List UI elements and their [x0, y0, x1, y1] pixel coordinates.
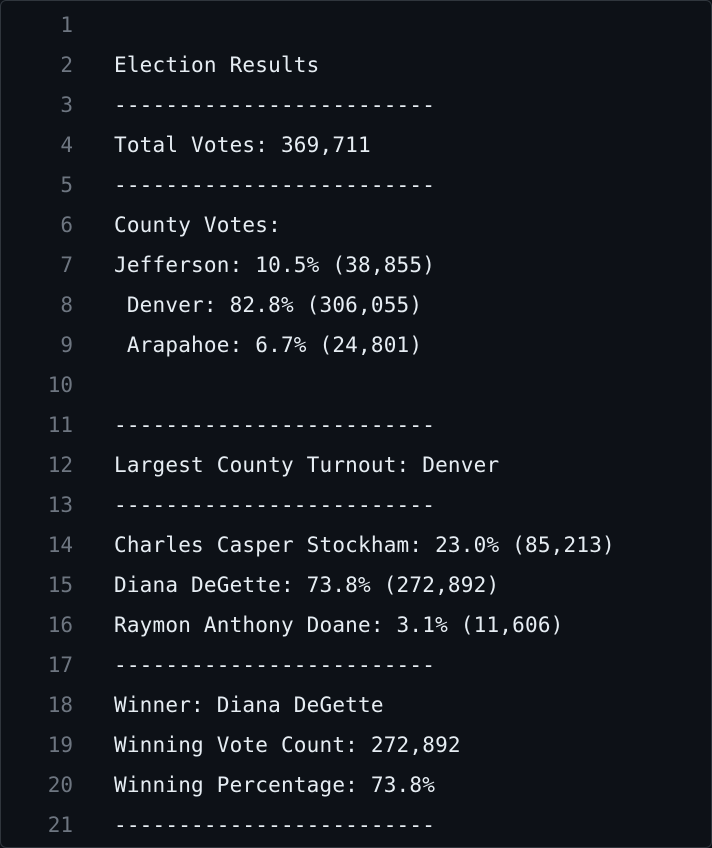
code-line: 11 ------------------------- — [1, 405, 711, 445]
line-number[interactable]: 10 — [47, 373, 73, 397]
line-number[interactable]: 9 — [60, 333, 73, 357]
line-text: ------------------------- — [114, 413, 436, 437]
line-number[interactable]: 12 — [47, 453, 73, 477]
line-text — [83, 365, 711, 405]
line-number[interactable]: 17 — [47, 653, 73, 677]
code-line: 1 — [1, 5, 711, 45]
line-number[interactable]: 4 — [60, 133, 73, 157]
line-text: Largest County Turnout: Denver — [114, 453, 500, 477]
line-text: Jefferson: 10.5% (38,855) — [114, 253, 436, 277]
line-text: Winner: Diana DeGette — [114, 693, 384, 717]
line-text: ------------------------- — [114, 493, 436, 517]
code-line: 14 Charles Casper Stockham: 23.0% (85,213… — [1, 525, 711, 565]
code-line: 18 Winner: Diana DeGette — [1, 685, 711, 725]
line-text: Raymon Anthony Doane: 3.1% (11,606) — [114, 613, 564, 637]
line-number[interactable]: 16 — [47, 613, 73, 637]
code-line: 21 ------------------------- — [1, 805, 711, 845]
code-line: 13 ------------------------- — [1, 485, 711, 525]
line-text: ------------------------- — [114, 93, 436, 117]
line-text: Diana DeGette: 73.8% (272,892) — [114, 573, 500, 597]
code-line: 5 ------------------------- — [1, 165, 711, 205]
code-line: 3 ------------------------- — [1, 85, 711, 125]
line-text: County Votes: — [114, 213, 281, 237]
line-number[interactable]: 19 — [47, 733, 73, 757]
line-number[interactable]: 21 — [47, 813, 73, 837]
line-number[interactable]: 6 — [60, 213, 73, 237]
line-text: ------------------------- — [114, 653, 436, 677]
line-text: Charles Casper Stockham: 23.0% (85,213) — [114, 533, 615, 557]
code-line: 9 Arapahoe: 6.7% (24,801) — [1, 325, 711, 365]
line-number[interactable]: 5 — [60, 173, 73, 197]
line-text: ------------------------- — [114, 813, 436, 837]
code-line: 10 — [1, 365, 711, 405]
line-text: Denver: 82.8% (306,055) — [114, 293, 423, 317]
code-lines: 1 2 Election Results 3 -------------------… — [1, 5, 711, 845]
line-number[interactable]: 13 — [47, 493, 73, 517]
line-number[interactable]: 1 — [60, 13, 73, 37]
line-number[interactable]: 18 — [47, 693, 73, 717]
code-line: 7 Jefferson: 10.5% (38,855) — [1, 245, 711, 285]
code-line: 16 Raymon Anthony Doane: 3.1% (11,606) — [1, 605, 711, 645]
line-number[interactable]: 3 — [60, 93, 73, 117]
line-text: Election Results — [114, 53, 320, 77]
line-number[interactable]: 15 — [47, 573, 73, 597]
code-line: 20 Winning Percentage: 73.8% — [1, 765, 711, 805]
code-line: 12 Largest County Turnout: Denver — [1, 445, 711, 485]
line-number[interactable]: 14 — [47, 533, 73, 557]
line-text: Winning Vote Count: 272,892 — [114, 733, 461, 757]
code-line: 2 Election Results — [1, 45, 711, 85]
line-number[interactable]: 2 — [60, 53, 73, 77]
code-line: 6 County Votes: — [1, 205, 711, 245]
code-line: 19 Winning Vote Count: 272,892 — [1, 725, 711, 765]
line-text — [83, 5, 711, 45]
code-line: 4 Total Votes: 369,711 — [1, 125, 711, 165]
line-text: Winning Percentage: 73.8% — [114, 773, 436, 797]
code-line: 17 ------------------------- — [1, 645, 711, 685]
line-number[interactable]: 8 — [60, 293, 73, 317]
line-number[interactable]: 7 — [60, 253, 73, 277]
line-number[interactable]: 20 — [47, 773, 73, 797]
line-text: ------------------------- — [114, 173, 436, 197]
code-line: 8 Denver: 82.8% (306,055) — [1, 285, 711, 325]
line-number[interactable]: 11 — [47, 413, 73, 437]
line-text: Arapahoe: 6.7% (24,801) — [114, 333, 423, 357]
line-text: Total Votes: 369,711 — [114, 133, 371, 157]
code-line: 15 Diana DeGette: 73.8% (272,892) — [1, 565, 711, 605]
